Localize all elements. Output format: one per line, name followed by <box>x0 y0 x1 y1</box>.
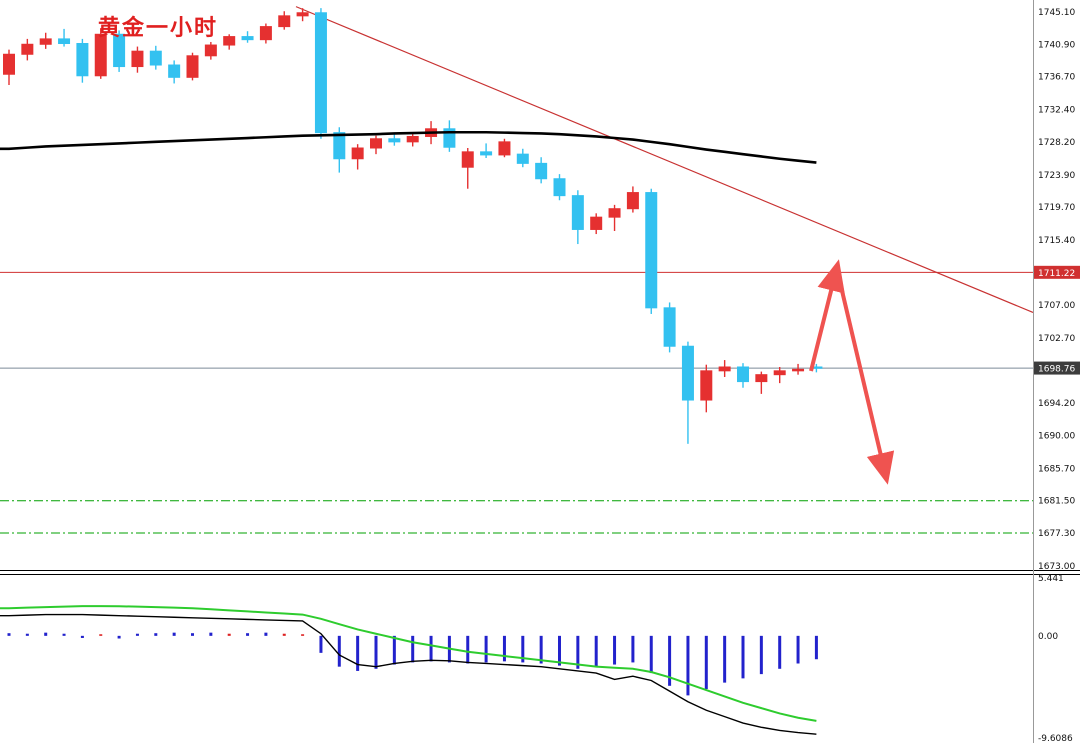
candle <box>388 133 401 146</box>
candle <box>718 360 731 377</box>
indicator-panel <box>0 605 818 735</box>
price-tick-label: 1685.70 <box>1038 464 1075 474</box>
candle <box>645 188 658 314</box>
price-axis[interactable]: 1745.10 1740.90 1736.70 1732.40 1728.20 1723.… <box>1033 0 1080 743</box>
chart-title: 黄金一小时 <box>98 16 219 41</box>
candle <box>535 157 548 184</box>
candle <box>443 120 456 152</box>
candle <box>39 32 52 49</box>
candle <box>773 366 786 384</box>
svg-text:1711.22: 1711.22 <box>1038 269 1075 279</box>
price-tag: 1698.76 <box>1034 361 1080 375</box>
candle <box>663 302 676 353</box>
candle <box>700 364 713 413</box>
candle <box>590 213 603 235</box>
candle <box>58 28 71 47</box>
price-tick-label: 1681.50 <box>1038 497 1075 507</box>
candle <box>223 34 236 50</box>
candle <box>553 174 566 201</box>
price-tick-label: 1690.00 <box>1038 431 1075 441</box>
price-tick-label: 1719.70 <box>1038 203 1075 213</box>
projection-arrow[interactable] <box>809 259 895 485</box>
candle <box>296 8 309 22</box>
price-tick-label: 1740.90 <box>1038 40 1075 50</box>
price-tick-label: 1732.40 <box>1038 106 1075 116</box>
indicator-tick-label: 0.00 <box>1038 632 1058 642</box>
candle <box>3 49 15 85</box>
candle <box>571 190 584 245</box>
candle <box>681 341 694 444</box>
indicator-tick-label: -9.6086 <box>1038 734 1073 743</box>
candle <box>204 41 217 60</box>
candle <box>186 52 199 81</box>
price-tick-label: 1736.70 <box>1038 73 1075 83</box>
price-tick-label: 1723.90 <box>1038 171 1075 181</box>
ma-line <box>0 130 817 164</box>
price-tick-label: 1707.00 <box>1038 301 1075 311</box>
candle <box>149 45 162 70</box>
candle <box>131 46 144 73</box>
price-tick-label: 1702.70 <box>1038 334 1075 344</box>
price-tick-label: 1745.10 <box>1038 8 1075 18</box>
price-tick-label: 1673.00 <box>1038 562 1075 572</box>
candle <box>461 148 474 189</box>
candle <box>76 38 89 83</box>
candle <box>737 363 749 388</box>
candle <box>168 60 181 84</box>
price-tick-label: 1728.20 <box>1038 138 1075 148</box>
candle <box>314 8 327 139</box>
candle <box>370 135 382 155</box>
candle <box>113 30 126 72</box>
candle <box>278 11 291 30</box>
indicator-tick-label: 5.441 <box>1038 574 1064 584</box>
price-tag: 1711.22 <box>1034 265 1080 279</box>
candle <box>626 186 639 213</box>
candles-layer <box>3 8 823 444</box>
indicator-line-green <box>0 605 817 722</box>
candle <box>259 23 272 44</box>
price-tick-label: 1715.40 <box>1038 236 1075 246</box>
indicator-line-black <box>0 613 817 735</box>
candle <box>792 363 805 375</box>
svg-text:1698.76: 1698.76 <box>1038 365 1075 375</box>
candle <box>755 371 768 394</box>
candle <box>94 28 107 79</box>
descending-trendline[interactable] <box>295 6 1034 313</box>
candle <box>241 31 254 43</box>
candle <box>351 144 364 170</box>
price-tick-label: 1694.20 <box>1038 399 1075 409</box>
main-panel <box>0 6 1034 534</box>
candle <box>516 148 529 168</box>
candle <box>608 204 621 231</box>
candle <box>406 134 419 147</box>
price-tick-label: 1677.30 <box>1038 529 1075 539</box>
candle <box>498 138 511 158</box>
candle <box>21 38 34 61</box>
candle <box>480 143 493 158</box>
